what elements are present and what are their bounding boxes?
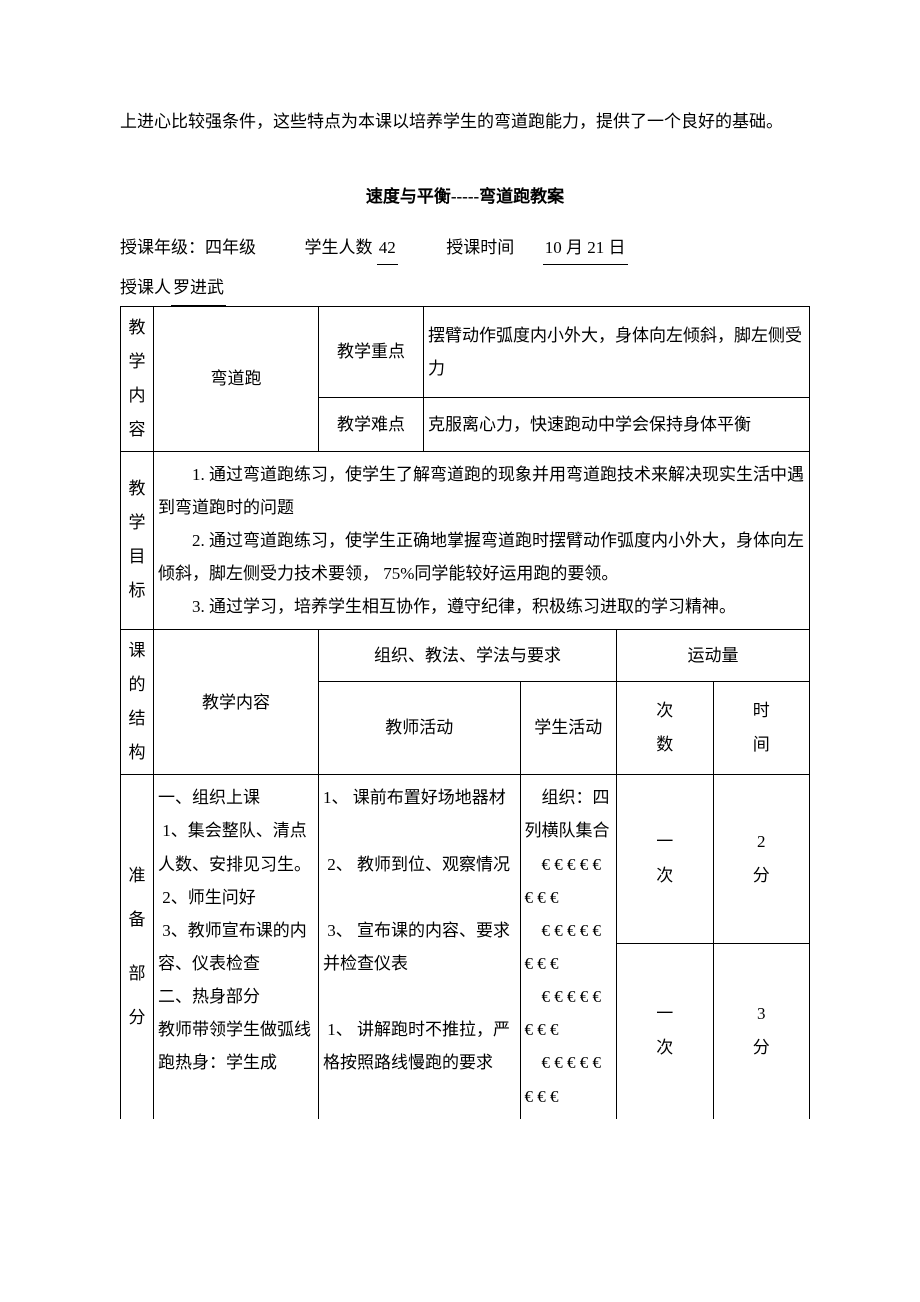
goals-cell: 1. 通过弯道跑练习，使学生了解弯道跑的现象并用弯道跑技术来解决现实生活中遇到弯… xyxy=(154,451,810,630)
prep-time1: 2分 xyxy=(713,775,810,944)
header-content: 教学内容 xyxy=(154,630,319,775)
header-student: 学生活动 xyxy=(520,681,617,775)
section2-vlabel: 教学目标 xyxy=(121,451,154,630)
prep-count1: 一次 xyxy=(617,775,714,944)
section3-vlabel: 课的结构 xyxy=(121,630,154,775)
time-label: 授课时间 xyxy=(446,238,514,257)
prep-teacher: 1、 课前布置好场地器材 2、 教师到位、观察情况 3、 宣布课的内容、要求并检… xyxy=(319,775,521,1119)
diff-text: 克服离心力，快速跑动中学会保持身体平衡 xyxy=(424,398,810,451)
prep-time2: 3分 xyxy=(713,944,810,1119)
header-time: 时间 xyxy=(713,681,810,775)
prep-count2: 一次 xyxy=(617,944,714,1119)
key-label: 教学重点 xyxy=(319,306,424,398)
grade-value: 四年级 xyxy=(205,238,256,257)
prep-content: 一、组织上课 1、集会整队、清点人数、安排见习生。 2、师生问好 3、教师宣布课… xyxy=(154,775,319,1119)
section1-vlabel: 教学内容 xyxy=(121,306,154,451)
preamble-text: 上进心比较强条件，这些特点为本课以培养学生的弯道跑能力，提供了一个良好的基础。 xyxy=(120,105,810,138)
prep-student: 组织：四列横队集合 € € € € € € € € € € € € € € € … xyxy=(520,775,617,1119)
lesson-table: 教学内容 弯道跑 教学重点 摆臂动作弧度内小外大，身体向左倾斜，脚左侧受力 教学… xyxy=(120,306,810,1119)
prep-vlabel: 准备部分 xyxy=(121,775,154,1119)
grade-label: 授课年级： xyxy=(120,238,205,257)
header-org: 组织、教法、学法与要求 xyxy=(319,630,617,681)
diff-label: 教学难点 xyxy=(319,398,424,451)
students-label: 学生人数 xyxy=(305,238,373,257)
goal-2: 2. 通过弯道跑练习，使学生正确地掌握弯道跑时摆臂动作弧度内小外大，身体向左倾斜… xyxy=(158,524,805,590)
goal-1: 1. 通过弯道跑练习，使学生了解弯道跑的现象并用弯道跑技术来解决现实生活中遇到弯… xyxy=(158,458,805,524)
header-teacher: 教师活动 xyxy=(319,681,521,775)
time-value: 10 月 21 日 xyxy=(543,231,628,265)
meta-line-2: 授课人 罗进武 xyxy=(120,271,810,305)
meta-line-1: 授课年级：四年级 学生人数 42 授课时间 10 月 21 日 xyxy=(120,231,810,265)
document-title: 速度与平衡-----弯道跑教案 xyxy=(120,180,810,213)
teacher-value: 罗进武 xyxy=(171,271,226,305)
page: 上进心比较强条件，这些特点为本课以培养学生的弯道跑能力，提供了一个良好的基础。 … xyxy=(0,0,920,1159)
teacher-label: 授课人 xyxy=(120,278,171,297)
header-load: 运动量 xyxy=(617,630,810,681)
section1-topic: 弯道跑 xyxy=(154,306,319,451)
students-value: 42 xyxy=(377,231,398,265)
key-text: 摆臂动作弧度内小外大，身体向左倾斜，脚左侧受力 xyxy=(424,306,810,398)
header-count: 次数 xyxy=(617,681,714,775)
goal-3: 3. 通过学习，培养学生相互协作，遵守纪律，积极练习进取的学习精神。 xyxy=(158,590,805,623)
